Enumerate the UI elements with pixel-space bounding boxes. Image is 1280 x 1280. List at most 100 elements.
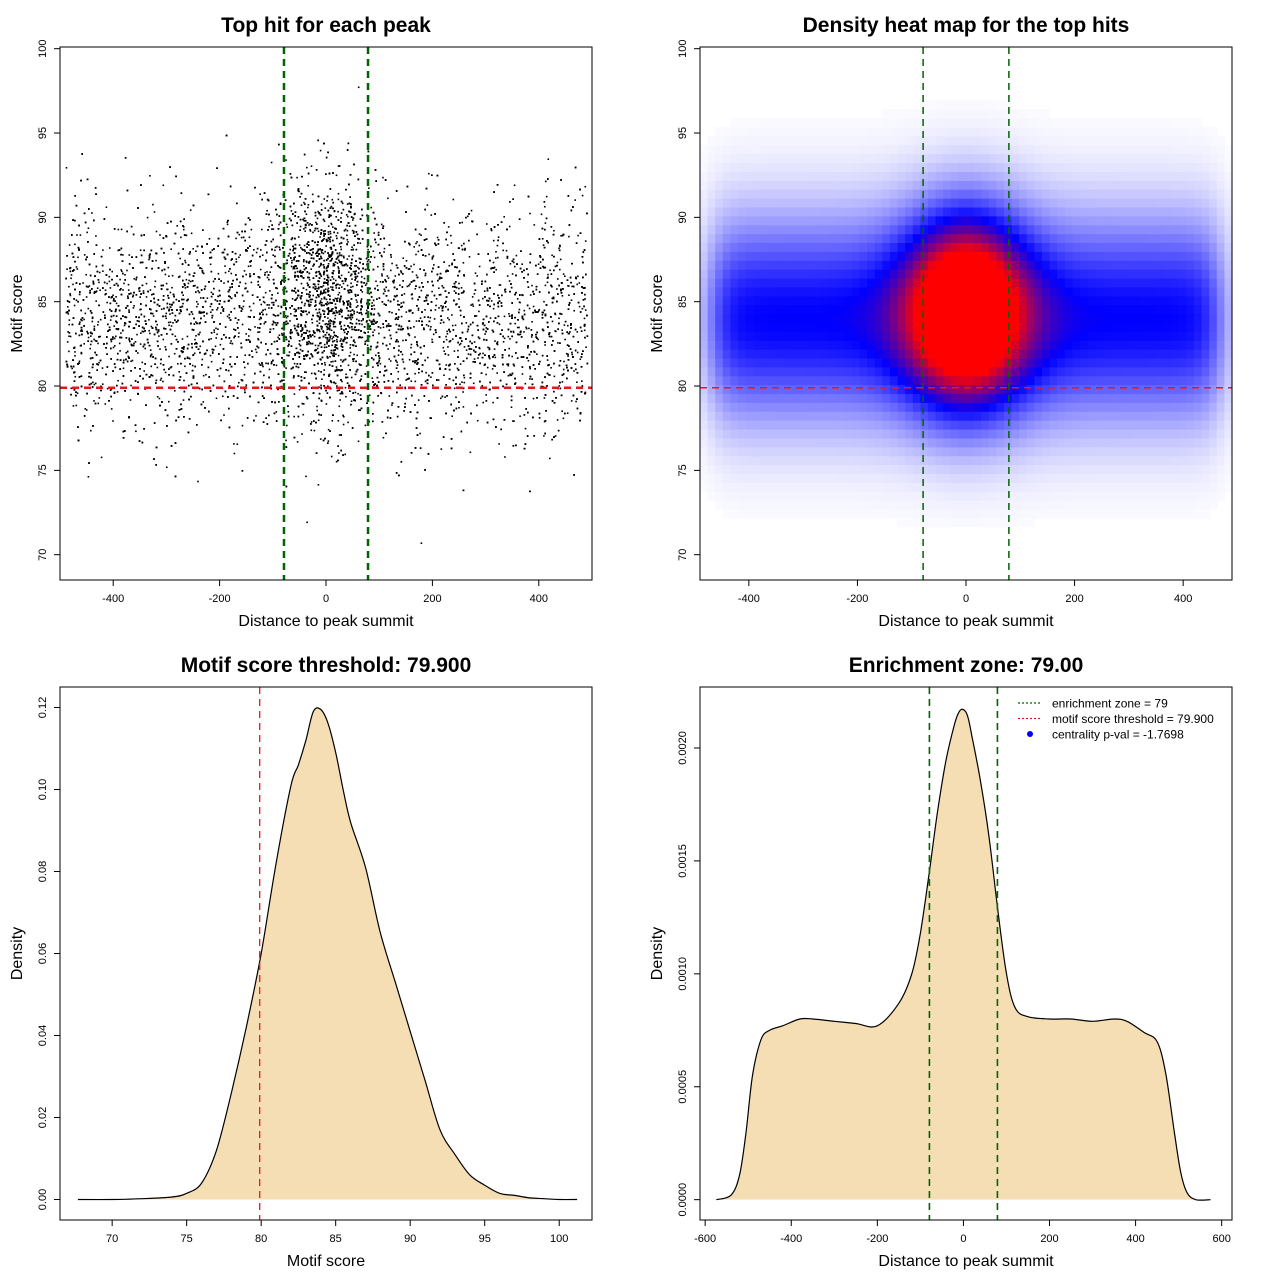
data-point <box>404 386 406 389</box>
data-point <box>537 338 539 341</box>
data-point <box>277 305 280 307</box>
data-point <box>483 290 486 292</box>
data-point <box>300 246 302 249</box>
data-point <box>349 347 351 349</box>
data-point <box>529 294 532 296</box>
data-point <box>216 333 218 336</box>
data-point <box>235 237 237 240</box>
data-point <box>545 195 548 198</box>
data-point <box>447 346 449 348</box>
data-point <box>149 175 151 177</box>
data-point <box>359 242 362 244</box>
data-point <box>303 249 306 251</box>
data-point <box>128 337 131 340</box>
data-point <box>164 371 167 374</box>
data-point <box>357 305 359 307</box>
data-point <box>393 295 396 297</box>
data-point <box>264 308 266 311</box>
data-point <box>215 397 218 400</box>
data-point <box>410 343 413 346</box>
data-point <box>446 330 448 333</box>
data-point <box>222 308 225 310</box>
data-point <box>437 379 440 381</box>
data-point <box>106 301 108 304</box>
data-point <box>360 301 362 303</box>
data-point <box>518 326 520 329</box>
data-point <box>401 305 403 308</box>
data-point <box>125 352 127 354</box>
data-point <box>454 324 457 327</box>
data-point <box>113 325 115 327</box>
data-point <box>340 217 342 219</box>
data-point <box>484 333 486 335</box>
data-point <box>301 433 303 435</box>
data-point <box>556 261 559 264</box>
data-point <box>316 320 318 323</box>
data-point <box>126 269 128 272</box>
data-point <box>66 268 68 270</box>
data-point <box>202 401 205 403</box>
data-point <box>346 238 349 241</box>
data-point <box>220 312 222 314</box>
data-point <box>74 355 76 357</box>
data-point <box>343 256 345 259</box>
data-point <box>495 251 497 253</box>
data-point <box>338 389 341 391</box>
data-point <box>134 341 137 343</box>
data-point <box>87 336 90 339</box>
data-point <box>332 262 335 265</box>
data-point <box>556 419 559 421</box>
data-point <box>490 228 492 230</box>
data-point <box>303 265 305 267</box>
data-point <box>274 322 277 324</box>
data-point <box>447 226 450 228</box>
data-point <box>312 330 315 332</box>
data-point <box>102 270 104 272</box>
data-point <box>250 228 253 231</box>
data-point <box>339 399 341 401</box>
data-point <box>338 275 340 278</box>
data-point <box>76 392 79 394</box>
data-point <box>297 236 300 238</box>
data-point <box>139 249 142 251</box>
data-point <box>101 367 104 369</box>
data-point <box>138 288 140 290</box>
data-point <box>152 203 154 206</box>
data-point <box>164 346 167 348</box>
data-point <box>316 409 318 412</box>
data-point <box>338 434 341 436</box>
data-point <box>255 351 258 354</box>
data-point <box>559 258 562 261</box>
data-point <box>429 316 432 319</box>
data-point <box>481 323 484 325</box>
data-point <box>428 172 430 175</box>
data-point <box>95 291 97 293</box>
data-point <box>330 308 333 311</box>
data-point <box>216 308 218 311</box>
data-point <box>272 320 275 323</box>
data-point <box>85 273 87 276</box>
data-point <box>210 360 213 363</box>
data-point <box>415 274 418 277</box>
data-point <box>137 352 139 354</box>
data-point <box>298 244 301 246</box>
data-point <box>340 365 342 367</box>
data-point <box>217 307 219 309</box>
data-point <box>438 307 440 309</box>
data-point <box>242 305 245 308</box>
data-point <box>319 274 322 276</box>
data-point <box>553 375 556 378</box>
data-point <box>458 343 461 346</box>
data-point <box>181 298 183 301</box>
data-point <box>461 381 463 383</box>
data-point <box>459 342 462 345</box>
data-point <box>418 233 421 235</box>
data-point <box>278 334 281 336</box>
data-point <box>403 293 406 295</box>
data-point <box>210 338 212 340</box>
data-point <box>177 363 179 365</box>
data-point <box>527 359 530 362</box>
data-point <box>310 372 313 375</box>
data-point <box>270 161 273 164</box>
data-point <box>328 328 331 331</box>
